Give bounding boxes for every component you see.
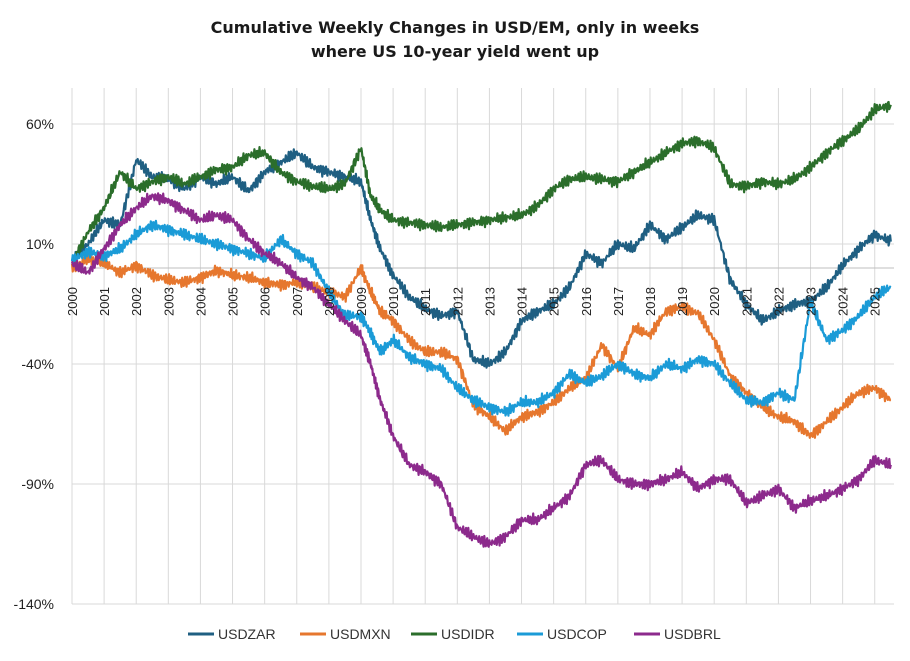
- series-line-usdzar: [70, 148, 892, 369]
- x-tick-label: 2008: [322, 287, 337, 316]
- y-tick-label: -90%: [21, 476, 54, 492]
- legend: USDZAR USDMXN USDIDR USDCOP USDBRL: [188, 626, 721, 642]
- x-tick-label: 2016: [579, 287, 594, 316]
- x-tick-label: 2012: [450, 287, 465, 316]
- legend-label: USDZAR: [218, 626, 276, 642]
- x-tick-label: 2000: [65, 287, 80, 316]
- x-tick-label: 2007: [290, 287, 305, 316]
- series-line-usdmxn: [70, 251, 892, 439]
- x-tick-label: 2015: [547, 287, 562, 316]
- chart-title-line-1: Cumulative Weekly Changes in USD/EM, onl…: [210, 18, 700, 37]
- y-tick-label: 60%: [26, 116, 54, 132]
- x-tick-label: 2017: [611, 287, 626, 316]
- y-tick-label: -40%: [21, 356, 54, 372]
- y-tick-label: 10%: [26, 236, 54, 252]
- x-tick-label: 2021: [739, 287, 754, 316]
- legend-label: USDMXN: [330, 626, 391, 642]
- legend-label: USDCOP: [547, 626, 607, 642]
- x-tick-label: 2014: [515, 287, 530, 316]
- chart-title: Cumulative Weekly Changes in USD/EM, onl…: [0, 16, 910, 64]
- x-tick-label: 2025: [868, 287, 883, 316]
- legend-label: USDBRL: [664, 626, 721, 642]
- x-tick-label: 2003: [161, 287, 176, 316]
- x-tick-label: 2010: [386, 287, 401, 316]
- x-tick-label: 2024: [836, 287, 851, 316]
- series-lines: [70, 100, 892, 548]
- x-tick-label: 2001: [97, 287, 112, 316]
- x-axis-ticks: 2000 2001 2002 2003 2004 2005 2006 2007 2008 2009…: [65, 287, 883, 316]
- series-line-usdcop: [70, 219, 892, 417]
- x-tick-label: 2023: [804, 287, 819, 316]
- x-tick-label: 2018: [643, 287, 658, 316]
- x-tick-label: 2002: [129, 287, 144, 316]
- legend-label: USDIDR: [441, 626, 495, 642]
- y-axis-ticks: 60% 10% -40% -90% -140%: [14, 116, 54, 612]
- x-tick-label: 2006: [258, 287, 273, 316]
- series-line-usdbrl: [70, 192, 892, 548]
- x-tick-label: 2019: [675, 287, 690, 316]
- x-tick-label: 2005: [226, 287, 241, 316]
- x-tick-label: 2020: [707, 287, 722, 316]
- grid-lines: [71, 88, 894, 605]
- y-tick-label: -140%: [14, 596, 54, 612]
- x-tick-label: 2004: [193, 287, 208, 316]
- series-line-usdidr: [71, 100, 892, 265]
- chart-title-line-2: where US 10-year yield went up: [310, 42, 600, 61]
- x-tick-label: 2022: [771, 287, 786, 316]
- x-tick-label: 2009: [354, 287, 369, 316]
- x-tick-label: 2011: [418, 288, 433, 316]
- x-tick-label: 2013: [482, 287, 497, 316]
